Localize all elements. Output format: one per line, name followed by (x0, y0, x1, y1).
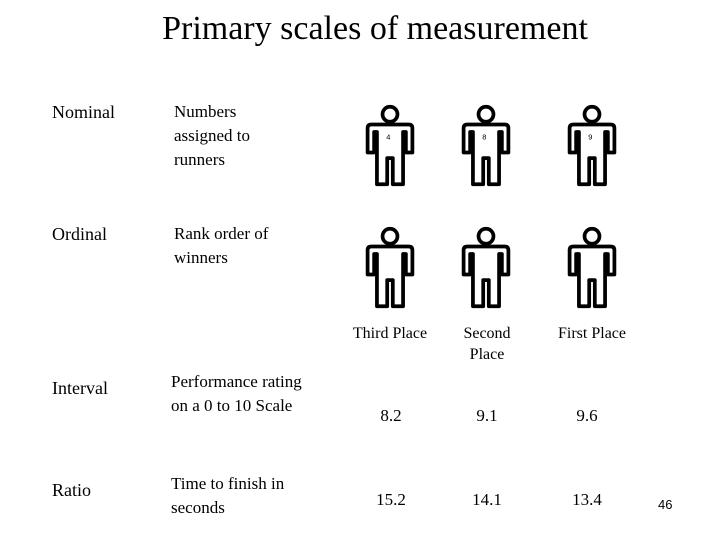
place-first: First Place (558, 325, 626, 342)
scale-nominal: Nominal (52, 102, 115, 122)
desc-nominal: Numbers assigned to runners (174, 102, 251, 169)
runner-number: 4 (386, 132, 390, 141)
person-icon (564, 222, 620, 314)
interval-value: 9.1 (476, 406, 498, 425)
place-third: Third Place (352, 325, 428, 342)
ratio-value: 14.1 (472, 490, 502, 509)
person-icon: 4 (362, 100, 418, 192)
interval-value: 8.2 (380, 406, 402, 425)
scale-ratio: Ratio (52, 480, 91, 500)
person-icon (362, 222, 418, 314)
page-number: 46 (658, 497, 673, 512)
interval-value: 9.6 (576, 406, 598, 425)
runner-number: 8 (482, 132, 486, 141)
person-icon: 9 (564, 100, 620, 192)
person-icon: 8 (458, 100, 514, 192)
person-icon (458, 222, 514, 314)
ratio-value: 15.2 (376, 490, 406, 509)
page-title: Primary scales of measurement (162, 10, 588, 47)
desc-ordinal: Rank order of winners (174, 224, 269, 267)
desc-interval: Performance rating on a 0 to 10 Scale (171, 372, 302, 415)
runner-number: 9 (588, 132, 592, 141)
place-second: Second Place (463, 325, 511, 363)
scale-ordinal: Ordinal (52, 224, 107, 244)
desc-ratio: Time to finish in seconds (171, 474, 285, 517)
ratio-value: 13.4 (572, 490, 602, 509)
scale-interval: Interval (52, 378, 108, 398)
